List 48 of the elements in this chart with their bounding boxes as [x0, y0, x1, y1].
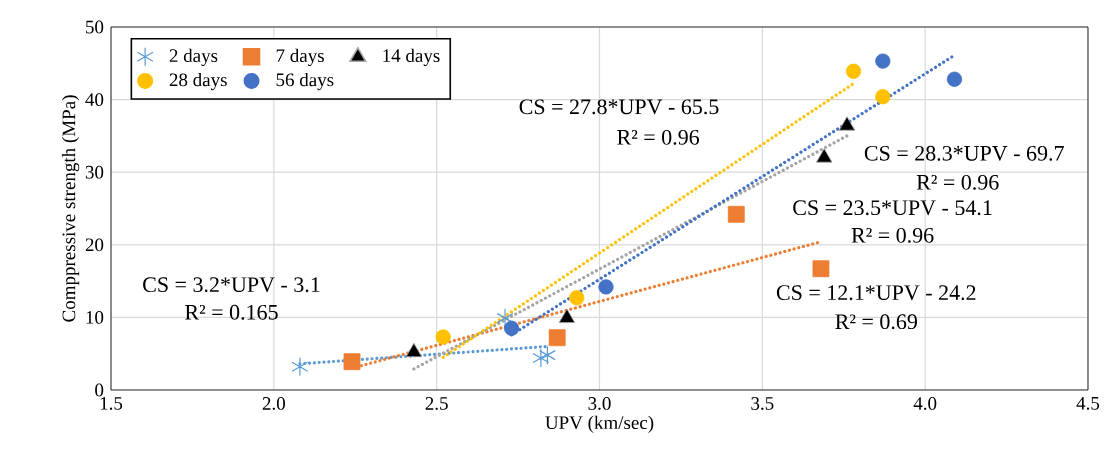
y-tick-label: 0	[95, 383, 104, 397]
x-tick-label: 2.5	[425, 397, 448, 410]
annotation: R² = 0.96	[617, 129, 700, 145]
x-tick-label: 1.5	[100, 397, 123, 410]
legend-label: 56 days	[276, 72, 334, 91]
x-tick-label: 3.0	[588, 397, 611, 410]
annotation: CS = 28.3*UPV - 69.7	[864, 145, 1064, 161]
point	[532, 348, 550, 368]
x-tick-label: 4.5	[1076, 397, 1100, 410]
point	[845, 63, 862, 79]
point	[291, 357, 309, 377]
annotation: CS = 3.2*UPV - 3.1	[143, 277, 320, 293]
y-tick-label: 40	[85, 93, 104, 107]
x-tick-label: 2.0	[262, 397, 285, 410]
point	[946, 71, 963, 87]
point	[548, 329, 566, 347]
y-tick-label: 30	[85, 165, 104, 179]
point	[343, 353, 361, 371]
x-tick-label: 3.5	[751, 397, 774, 410]
annotation: R² = 0.96	[851, 227, 934, 243]
point	[727, 205, 745, 223]
point	[598, 279, 614, 295]
legend-label: 7 days	[276, 48, 324, 66]
annotation: R² = 0.69	[835, 314, 917, 330]
annotation: CS = 23.5*UPV - 54.1	[793, 200, 992, 216]
point	[816, 148, 833, 163]
point	[496, 308, 514, 328]
legend-label: 14 days	[383, 48, 440, 66]
y-tick-label: 50	[86, 20, 104, 34]
y-tick-label: 20	[85, 238, 104, 252]
point	[812, 260, 830, 278]
point	[539, 345, 556, 365]
annotation: R² = 0.165	[185, 304, 278, 320]
annotation: CS = 27.8*UPV - 65.5	[519, 99, 719, 115]
x-tick-label: 4.0	[913, 397, 937, 410]
point	[875, 89, 891, 105]
y-axis-title: Comppressive strength (MPa)	[61, 95, 80, 322]
point	[503, 320, 520, 336]
point	[569, 290, 585, 306]
point	[435, 329, 451, 345]
legend-label: 2 days	[169, 48, 218, 66]
annotation: CS = 12.1*UPV - 24.2	[776, 285, 976, 301]
x-axis-title: UPV (km/sec)	[545, 415, 654, 433]
point	[875, 53, 891, 69]
y-tick-label: 10	[86, 310, 104, 324]
annotation: R² = 0.96	[916, 174, 999, 190]
point	[838, 116, 856, 131]
legend-label: 28 days	[169, 72, 227, 91]
